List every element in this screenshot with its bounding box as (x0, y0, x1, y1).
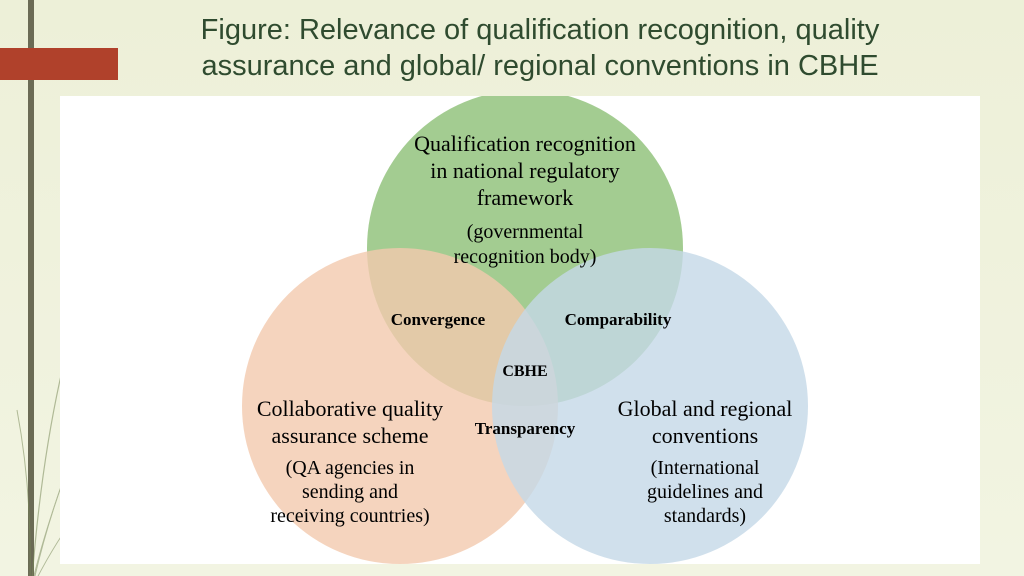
venn-top-sub-l1: (governmental (467, 221, 584, 243)
venn-right-sub-l3: standards) (664, 505, 746, 527)
venn-left-main-l2: assurance scheme (272, 423, 429, 448)
venn-center: CBHE (502, 363, 547, 380)
venn-svg: Qualification recognition in national re… (60, 96, 980, 564)
side-accent-bar (28, 0, 34, 576)
venn-inter-top-left: Convergence (391, 310, 486, 329)
venn-left-main-l1: Collaborative quality (257, 396, 443, 421)
title-accent-bar (0, 48, 118, 80)
venn-top-sub-l2: recognition body) (454, 246, 597, 268)
slide-title: Figure: Relevance of qualification recog… (130, 12, 950, 85)
venn-right-sub-l2: guidelines and (647, 481, 763, 503)
slide: Figure: Relevance of qualification recog… (0, 0, 1024, 576)
venn-inter-bottom: Transparency (475, 419, 576, 438)
venn-right-main-l1: Global and regional (618, 396, 793, 421)
venn-figure: Qualification recognition in national re… (60, 96, 980, 564)
venn-top-main-l1: Qualification recognition (414, 131, 636, 156)
venn-top-main-l2: in national regulatory (430, 158, 619, 183)
venn-inter-top-right: Comparability (565, 310, 672, 329)
venn-left-sub-l1: (QA agencies in (286, 457, 415, 479)
venn-left-sub-l3: receiving countries) (270, 505, 429, 527)
venn-top-main-l3: framework (477, 185, 574, 210)
venn-right-sub-l1: (International (651, 457, 760, 479)
venn-right-main-l2: conventions (652, 423, 758, 448)
venn-left-sub-l2: sending and (302, 481, 398, 503)
